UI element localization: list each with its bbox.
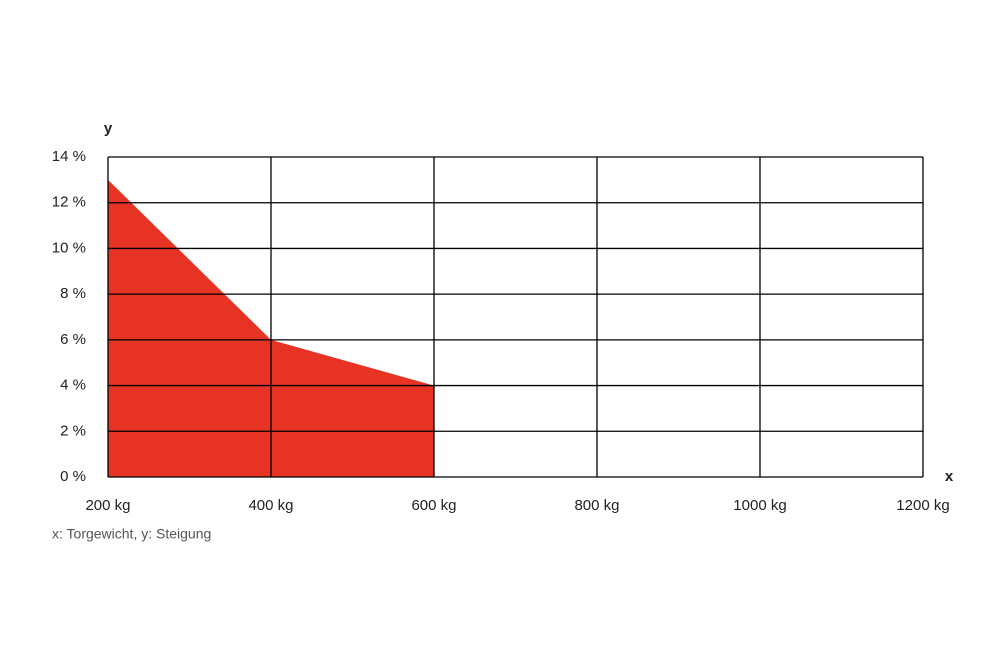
x-tick-label: 600 kg: [411, 497, 456, 514]
x-tick-label: 800 kg: [574, 497, 619, 514]
y-tick-label: 8 %: [60, 285, 86, 302]
y-axis-label: y: [104, 120, 113, 137]
x-tick-label: 200 kg: [85, 497, 130, 514]
x-tick-label: 1000 kg: [733, 497, 786, 514]
x-tick-label: 1200 kg: [896, 497, 949, 514]
x-tick-label: 400 kg: [248, 497, 293, 514]
y-tick-label: 10 %: [52, 239, 86, 256]
caption: x: Torgewicht, y: Steigung: [52, 526, 211, 542]
y-tick-label: 14 %: [52, 148, 86, 165]
y-tick-label: 12 %: [52, 194, 86, 211]
x-axis-label: x: [945, 468, 954, 485]
y-tick-label: 2 %: [60, 422, 86, 439]
area: [108, 179, 434, 477]
y-tick-label: 4 %: [60, 377, 86, 394]
y-tick-label: 6 %: [60, 331, 86, 348]
y-tick-label: 0 %: [60, 468, 86, 485]
